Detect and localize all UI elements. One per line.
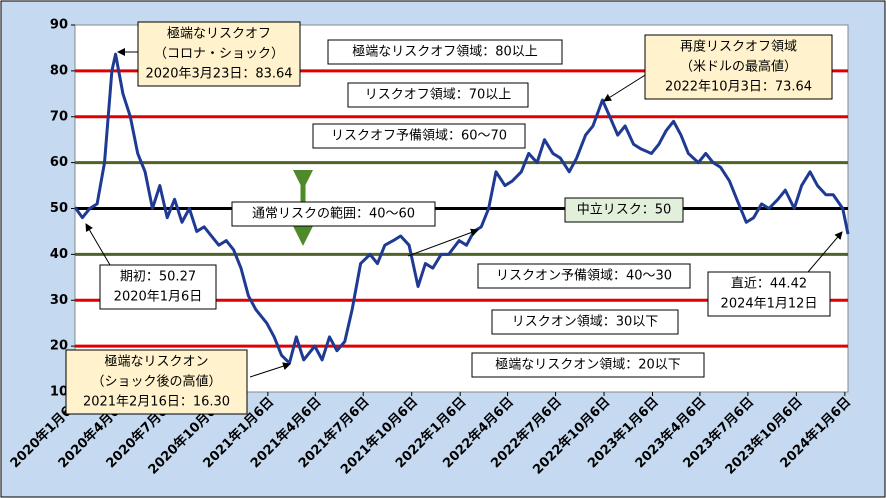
annotation-text: 直近：44.42 <box>731 277 807 292</box>
annotation-box <box>491 309 679 335</box>
y-tick-label: 80 <box>50 63 68 78</box>
annotation-box <box>137 21 301 87</box>
annotation-text: 2020年3月23日：83.64 <box>145 67 292 82</box>
annotation-text: リスクオフ領域：70以上 <box>365 87 512 103</box>
annotation-text: 2022年10月3日：73.64 <box>665 80 812 95</box>
annotation-text: 極端なリスクオン領域：20以下 <box>495 357 681 373</box>
annotation-text: リスクオフ予備領域：60～70 <box>331 128 507 144</box>
annotation-text: （米ドルの最高値） <box>680 59 797 75</box>
annotation-box <box>707 271 831 317</box>
annotation-text: 再度リスクオフ領域 <box>680 39 797 55</box>
y-tick-label: 50 <box>50 201 68 216</box>
annotation-box <box>65 349 248 415</box>
arrow <box>85 223 111 266</box>
annotation-text: （ショック後の高値） <box>91 374 221 390</box>
annotation-text: （コロナ・ショック） <box>154 47 284 62</box>
annotation-box <box>327 39 563 65</box>
annotation-box <box>477 263 691 289</box>
annotation-box <box>99 264 217 310</box>
y-tick-label: 30 <box>50 293 68 308</box>
y-tick-label: 40 <box>50 247 68 262</box>
annotation-box <box>312 123 526 149</box>
annotation-text: リスクオン領域：30以下 <box>512 314 659 330</box>
annotation-text: 極端なリスクオン <box>104 354 208 370</box>
annotation-text: 極端なリスクオフ領域：80以上 <box>352 44 538 60</box>
annotation-text: 中立リスク：50 <box>577 203 672 218</box>
y-tick-label: 10 <box>50 385 68 400</box>
annotation-text: 通常リスクの範囲：40～60 <box>252 207 415 222</box>
y-tick-label: 60 <box>50 155 68 170</box>
data-line <box>73 52 850 365</box>
y-tick-label: 90 <box>50 18 68 33</box>
arrow <box>407 228 479 257</box>
annotation-box <box>564 197 684 223</box>
arrow <box>249 362 291 378</box>
y-tick-label: 20 <box>50 339 68 354</box>
annotation-box <box>347 82 529 108</box>
annotation-text: 2024年1月12日 <box>721 297 818 312</box>
annotation-text: リスクオン予備領域：40～30 <box>496 268 672 284</box>
annotation-box <box>644 34 833 100</box>
arrow <box>807 231 843 273</box>
annotation-text: 2020年1月6日 <box>114 290 203 305</box>
annotation-text: 2021年2月16日：16.30 <box>83 395 230 410</box>
arrow <box>603 71 651 102</box>
annotation-box <box>471 352 705 378</box>
y-tick-label: 70 <box>50 109 68 124</box>
annotation-text: 期初：50.27 <box>120 270 196 285</box>
annotation-text: 極端なリスクオフ <box>167 26 271 42</box>
annotation-box <box>231 201 436 227</box>
